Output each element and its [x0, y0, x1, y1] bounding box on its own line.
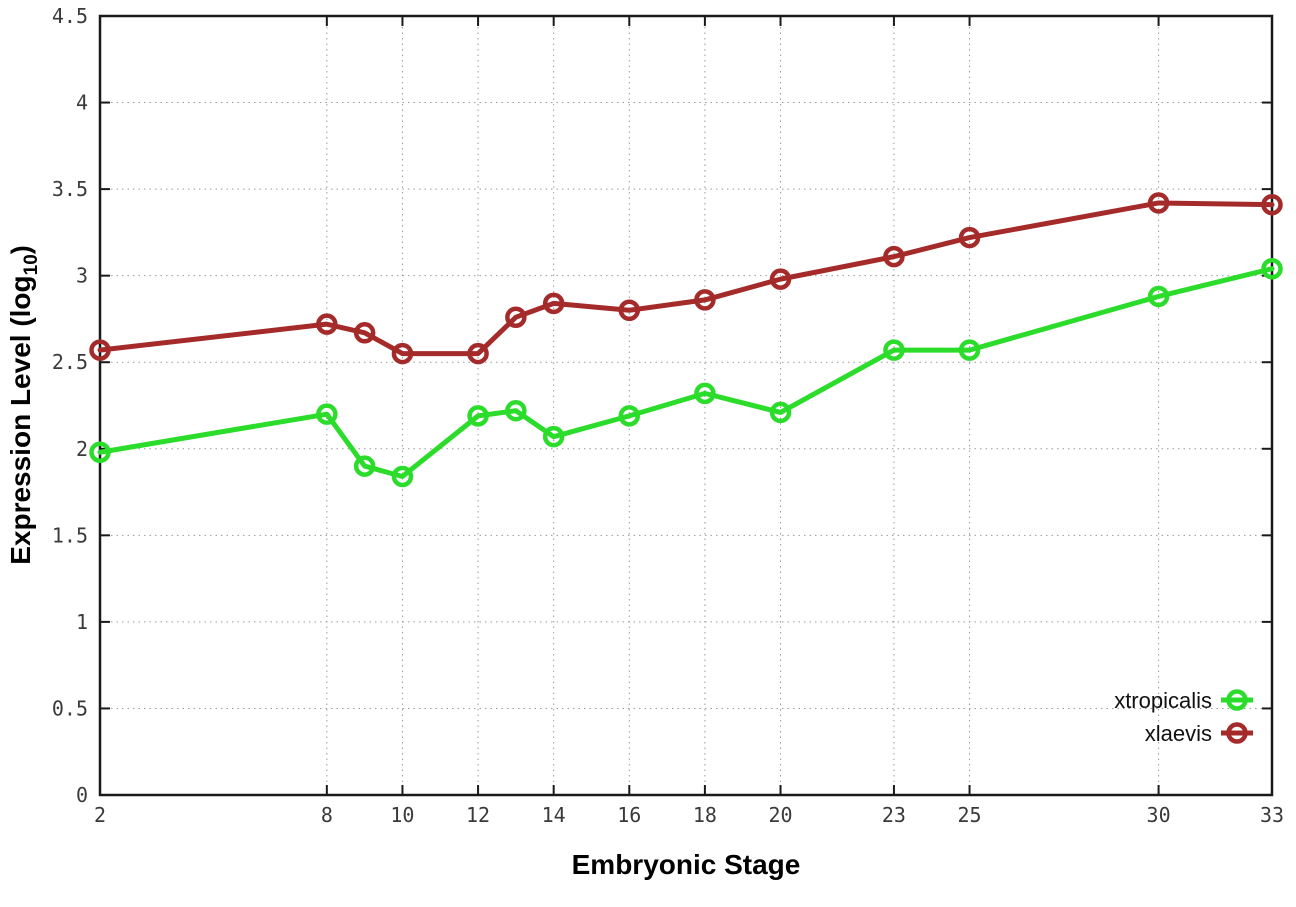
x-tick-label: 20 — [768, 803, 792, 827]
x-tick-label: 14 — [542, 803, 566, 827]
x-tick-label: 30 — [1147, 803, 1171, 827]
x-tick-label: 12 — [466, 803, 490, 827]
y-tick-label: 3.5 — [52, 177, 88, 201]
legend: xtropicalis xlaevis — [1114, 688, 1253, 746]
x-tick-label: 10 — [390, 803, 414, 827]
data-point-xlaevis — [391, 342, 414, 365]
series-xtropicalis — [89, 257, 1283, 488]
x-tick-label: 18 — [693, 803, 717, 827]
data-point-xtropicalis — [505, 399, 527, 422]
data-point-xlaevis — [769, 268, 792, 290]
data-point-xtropicalis — [316, 403, 338, 425]
series-line-xlaevis — [97, 200, 1275, 357]
legend-marker-sample — [1226, 722, 1248, 744]
x-tick-label: 25 — [958, 803, 982, 827]
legend-marker-sample — [1226, 689, 1248, 711]
y-tick-label: 0 — [76, 783, 88, 807]
data-point-xlaevis — [89, 339, 111, 361]
plot-border — [98, 14, 1274, 797]
x-tick-label: 23 — [882, 803, 906, 827]
y-axis-title: Expression Level (log10) — [5, 245, 42, 565]
y-tick-label: 2 — [76, 437, 88, 461]
y-tick-labels: 0 0.5 1 1.5 2 2.5 3 3.5 4 4.5 — [52, 4, 88, 807]
data-point-xlaevis — [316, 313, 338, 335]
data-point-xtropicalis — [618, 405, 641, 427]
y-tick-label: 3 — [76, 264, 88, 288]
data-point-xlaevis — [694, 289, 716, 311]
legend-entry-xlaevis: xlaevis — [1145, 721, 1253, 746]
data-point-xtropicalis — [883, 339, 905, 361]
data-point-xlaevis — [1147, 192, 1170, 214]
legend-entry-xtropicalis: xtropicalis — [1114, 688, 1253, 713]
x-axis-title: Embryonic Stage — [572, 849, 801, 880]
data-point-xlaevis — [883, 245, 905, 268]
data-point-xtropicalis — [467, 405, 489, 427]
legend-label: xtropicalis — [1114, 688, 1212, 713]
data-point-xtropicalis — [353, 455, 376, 477]
series-xlaevis — [89, 192, 1283, 365]
x-tick-label: 16 — [617, 803, 641, 827]
data-point-xtropicalis — [542, 425, 565, 448]
series-line-xtropicalis — [97, 266, 1275, 479]
y-tick-label: 0.5 — [52, 696, 88, 720]
data-point-xtropicalis — [1147, 285, 1170, 308]
y-tick-label: 4 — [76, 91, 88, 115]
data-point-xlaevis — [958, 226, 981, 249]
tick-marks — [99, 15, 1273, 796]
x-tick-labels: 2 8 10 12 14 16 18 20 23 25 30 33 — [94, 803, 1284, 827]
x-tick-label: 33 — [1260, 803, 1284, 827]
y-tick-label: 4.5 — [52, 4, 88, 28]
data-point-xlaevis — [618, 299, 641, 322]
data-point-xlaevis — [353, 322, 376, 344]
data-point-xlaevis — [542, 292, 565, 315]
data-point-xtropicalis — [89, 441, 111, 463]
y-tick-label: 1.5 — [52, 523, 88, 547]
y-tick-label: 1 — [76, 610, 88, 634]
legend-label: xlaevis — [1145, 721, 1212, 746]
data-point-xtropicalis — [391, 465, 414, 488]
y-tick-label: 2.5 — [52, 350, 88, 374]
data-point-xtropicalis — [694, 382, 716, 405]
data-point-xlaevis — [467, 342, 489, 365]
data-point-xlaevis — [505, 306, 527, 328]
x-tick-label: 8 — [321, 803, 333, 827]
gridlines — [100, 16, 1272, 795]
data-point-xlaevis — [1261, 193, 1283, 216]
x-tick-label: 2 — [94, 803, 106, 827]
data-point-xtropicalis — [769, 401, 792, 424]
data-point-xtropicalis — [1261, 257, 1283, 280]
data-point-xtropicalis — [958, 339, 981, 361]
